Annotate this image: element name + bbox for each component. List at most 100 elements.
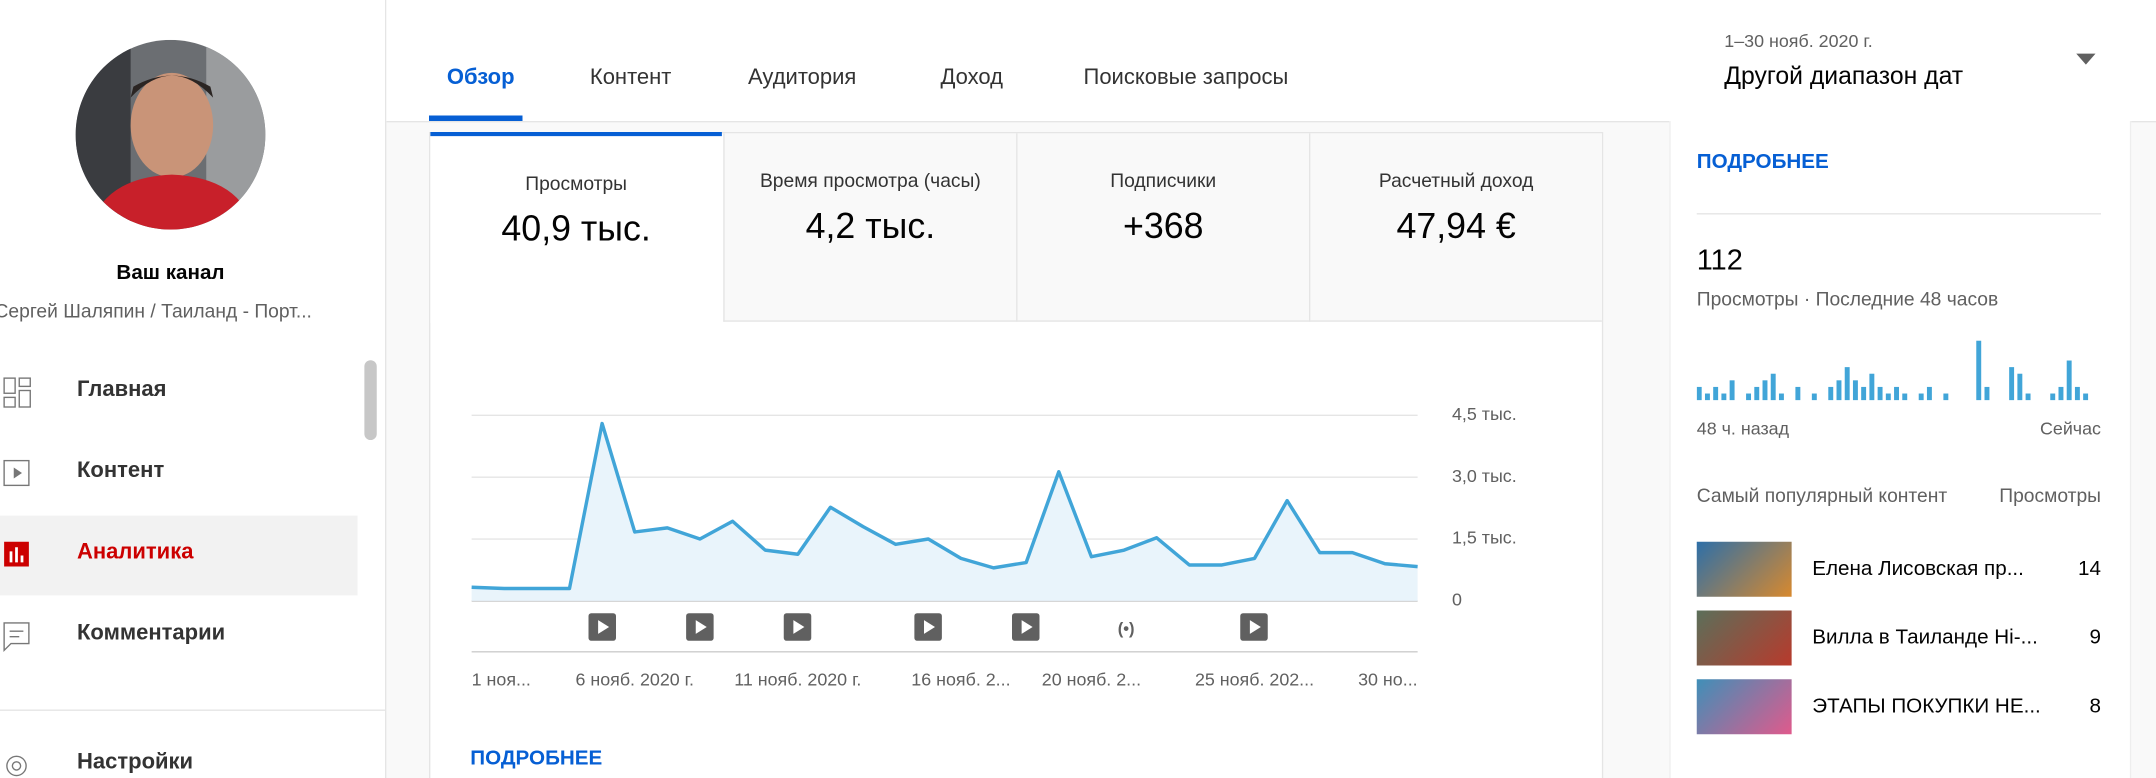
- x-tick-label: 20 нояб. 2...: [1042, 669, 1141, 689]
- marker-play: [695, 620, 707, 634]
- content-row[interactable]: ЭТАПЫ ПОКУПКИ НЕ... 8: [1696, 679, 2101, 735]
- bar: [1746, 393, 1752, 401]
- bar: [1729, 380, 1735, 401]
- bar: [2050, 393, 2056, 401]
- metric-tile[interactable]: Расчетный доход 47,94 €: [1309, 133, 1602, 322]
- metric-value: 4,2 тыс.: [805, 204, 936, 247]
- bar: [2066, 360, 2072, 401]
- bar: [2058, 386, 2064, 401]
- tab[interactable]: Контент: [589, 66, 672, 90]
- more-link[interactable]: ПОДРОБНЕЕ: [470, 746, 603, 770]
- bar: [1918, 393, 1924, 401]
- x-tick-label: 11 нояб. 2020 г.: [734, 669, 861, 689]
- y-tick-label: 4,5 тыс.: [1452, 404, 1517, 424]
- bar: [1778, 393, 1784, 401]
- realtime-label: Просмотры · Последние 48 часов: [1696, 287, 1999, 310]
- content-views: 8: [2089, 694, 2101, 718]
- bar: [1836, 380, 1842, 401]
- icon: [3, 377, 31, 408]
- thumbnail: [1696, 541, 1792, 597]
- metric-value: 40,9 тыс.: [501, 207, 651, 249]
- tab-active[interactable]: Обзор: [446, 66, 515, 90]
- metric-value: +368: [1122, 204, 1204, 247]
- dropdown-arrow[interactable]: [2075, 52, 2097, 66]
- y-tick-label: 3,0 тыс.: [1452, 466, 1517, 486]
- menu-item[interactable]: Комментарии: [0, 597, 358, 677]
- menu-label: Аналитика: [77, 540, 194, 564]
- bar: [1852, 380, 1858, 401]
- menu-label: Главная: [77, 378, 167, 402]
- video-marker[interactable]: [783, 613, 812, 641]
- thumbnail: [1696, 610, 1792, 666]
- divider: [0, 709, 385, 711]
- marker-play: [598, 620, 610, 634]
- bar: [1754, 386, 1760, 401]
- menu-item[interactable]: Главная: [0, 353, 358, 433]
- content-row[interactable]: Вилла в Таиланде Hi-... 9: [1696, 610, 2101, 666]
- bar: [1861, 386, 1867, 401]
- sidebar: Ваш канал Сергей Шаляпин / Таиланд - Пор…: [0, 0, 387, 778]
- tab[interactable]: Поисковые запросы: [1083, 66, 1289, 90]
- x-tick-label: 25 нояб. 202...: [1195, 669, 1314, 689]
- more-link[interactable]: ПОДРОБНЕЕ: [1696, 149, 1829, 174]
- bar: [1811, 393, 1817, 401]
- area: [471, 423, 1418, 601]
- bar: [1894, 386, 1899, 401]
- bar: [2083, 393, 2089, 401]
- menu-item[interactable]: Контент: [0, 435, 358, 515]
- content-views: 9: [2089, 625, 2101, 649]
- x-tick-label: 6 нояб. 2020 г.: [575, 669, 694, 689]
- tab[interactable]: Доход: [940, 66, 1003, 90]
- metric-tile[interactable]: Просмотры 40,9 тыс.: [430, 132, 722, 324]
- bar: [1713, 386, 1719, 401]
- axis-start: 48 ч. назад: [1696, 418, 1790, 439]
- content-row[interactable]: Елена Лисовская пр... 14: [1696, 541, 2101, 597]
- menu-item[interactable]: Настройки: [0, 726, 358, 778]
- content-views: 14: [2078, 556, 2101, 581]
- video-marker[interactable]: [1012, 613, 1040, 641]
- y-tick-label: 1,5 тыс.: [1452, 528, 1517, 548]
- tab-underline: [429, 115, 523, 121]
- bar: [1984, 386, 1990, 401]
- menu-item-active[interactable]: Аналитика: [0, 515, 358, 596]
- line-chart: 0 1,5 тыс. 3,0 тыс. 4,5 тыс. (•) 1 ноя... 6 но…: [471, 404, 1517, 689]
- tab[interactable]: Аудитория: [748, 66, 857, 90]
- x-tick-label: 30 но...: [1358, 669, 1418, 689]
- content-title: Елена Лисовская пр...: [1812, 556, 2024, 581]
- live-marker: (•): [1118, 620, 1135, 638]
- content-title: ЭТАПЫ ПОКУПКИ НЕ...: [1812, 694, 2041, 718]
- bar: [1704, 393, 1710, 401]
- video-marker[interactable]: [686, 613, 714, 641]
- bar: [1762, 380, 1768, 401]
- menu-label: Настройки: [77, 750, 194, 775]
- metric-tile[interactable]: Время просмотра (часы) 4,2 тыс.: [723, 133, 1017, 322]
- axis-end: Сейчас: [2039, 418, 2101, 439]
- date-period: 1–30 нояб. 2020 г.: [1724, 30, 1873, 51]
- metric-tile[interactable]: Подписчики +368: [1016, 133, 1309, 322]
- video-marker[interactable]: [914, 613, 942, 641]
- video-marker[interactable]: [588, 613, 617, 641]
- bar: [1770, 373, 1776, 401]
- bar: [1721, 393, 1727, 401]
- realtime-card: ПОДРОБНЕЕ 112 Просмотры · Последние 48 ч…: [1669, 121, 2132, 778]
- icon: [3, 459, 30, 487]
- date-range[interactable]: Другой диапазон дат: [1724, 61, 1964, 90]
- bar: [1926, 386, 1932, 401]
- content-title: Вилла в Таиланде Hi-...: [1812, 625, 2038, 649]
- bar: [1877, 386, 1883, 401]
- top-content-column: Просмотры: [1999, 484, 2101, 506]
- y-tick-label: 0: [1452, 590, 1462, 610]
- marker-play: [1021, 620, 1033, 634]
- avatar[interactable]: [75, 39, 266, 230]
- channel-name: Сергей Шаляпин / Таиланд - Порт...: [0, 299, 312, 322]
- metric-label: Время просмотра (часы): [759, 169, 981, 192]
- video-marker[interactable]: [1240, 613, 1268, 641]
- bar: [1885, 393, 1891, 401]
- scrollbar[interactable]: [364, 360, 377, 440]
- menu-label: Комментарии: [77, 621, 226, 645]
- icon: [3, 622, 30, 653]
- bar: [1828, 386, 1834, 401]
- top-bar: Обзор Контент Аудитория Доход Поисковые …: [386, 0, 2156, 123]
- marker-play: [1249, 620, 1261, 634]
